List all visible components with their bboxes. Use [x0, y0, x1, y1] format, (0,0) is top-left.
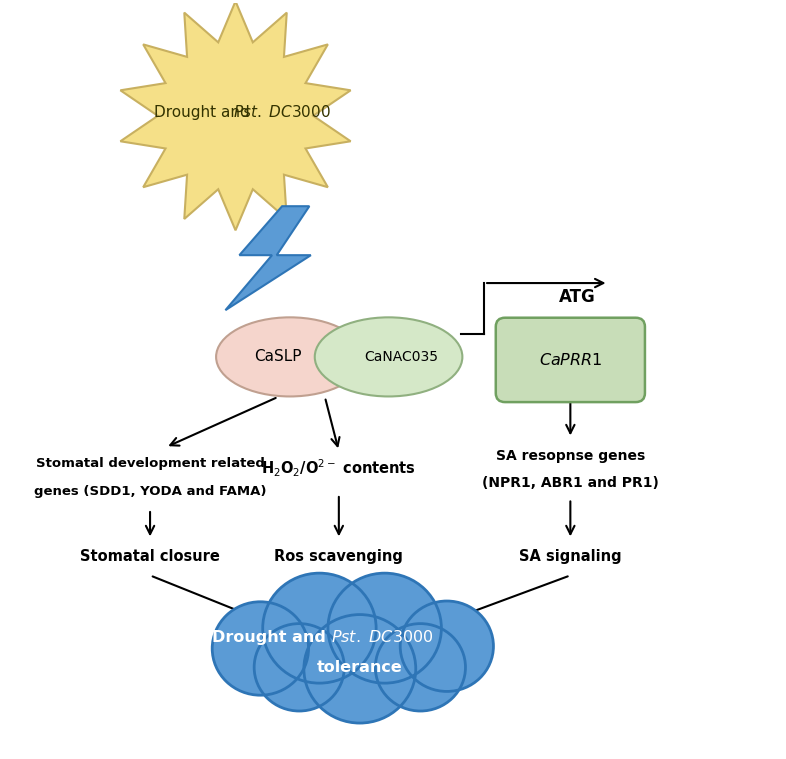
Text: Stomatal development related: Stomatal development related: [35, 458, 265, 471]
Text: CaSLP: CaSLP: [255, 349, 302, 364]
Text: CaNAC035: CaNAC035: [364, 350, 438, 364]
FancyBboxPatch shape: [496, 318, 645, 402]
Circle shape: [212, 602, 309, 695]
Ellipse shape: [314, 317, 462, 396]
Text: SA resopnse genes: SA resopnse genes: [496, 449, 645, 463]
Text: Drought and: Drought and: [211, 630, 331, 644]
Text: $\mathit{Pst.\ DC3000}$: $\mathit{Pst.\ DC3000}$: [233, 104, 331, 120]
Ellipse shape: [216, 317, 364, 396]
Text: (NPR1, ABR1 and PR1): (NPR1, ABR1 and PR1): [482, 477, 659, 490]
Text: tolerance: tolerance: [317, 660, 402, 675]
Text: Ros scavenging: Ros scavenging: [274, 549, 403, 564]
Polygon shape: [120, 2, 351, 230]
Polygon shape: [226, 206, 311, 310]
Circle shape: [263, 573, 376, 683]
Text: SA signaling: SA signaling: [519, 549, 622, 564]
Circle shape: [254, 624, 344, 711]
Circle shape: [400, 601, 494, 691]
Text: $\mathit{CaPRR1}$: $\mathit{CaPRR1}$: [538, 352, 602, 368]
Text: Drought and: Drought and: [154, 105, 255, 119]
Circle shape: [328, 573, 442, 683]
Text: Stomatal closure: Stomatal closure: [80, 549, 220, 564]
Text: ATG: ATG: [559, 288, 596, 306]
Text: H$_2$O$_2$/O$^{2-}$ contents: H$_2$O$_2$/O$^{2-}$ contents: [262, 458, 417, 479]
Circle shape: [304, 615, 416, 723]
Text: genes (SDD1, YODA and FAMA): genes (SDD1, YODA and FAMA): [34, 484, 266, 497]
Text: $\mathit{Pst.\ DC3000}$: $\mathit{Pst.\ DC3000}$: [331, 629, 434, 645]
Circle shape: [376, 624, 465, 711]
